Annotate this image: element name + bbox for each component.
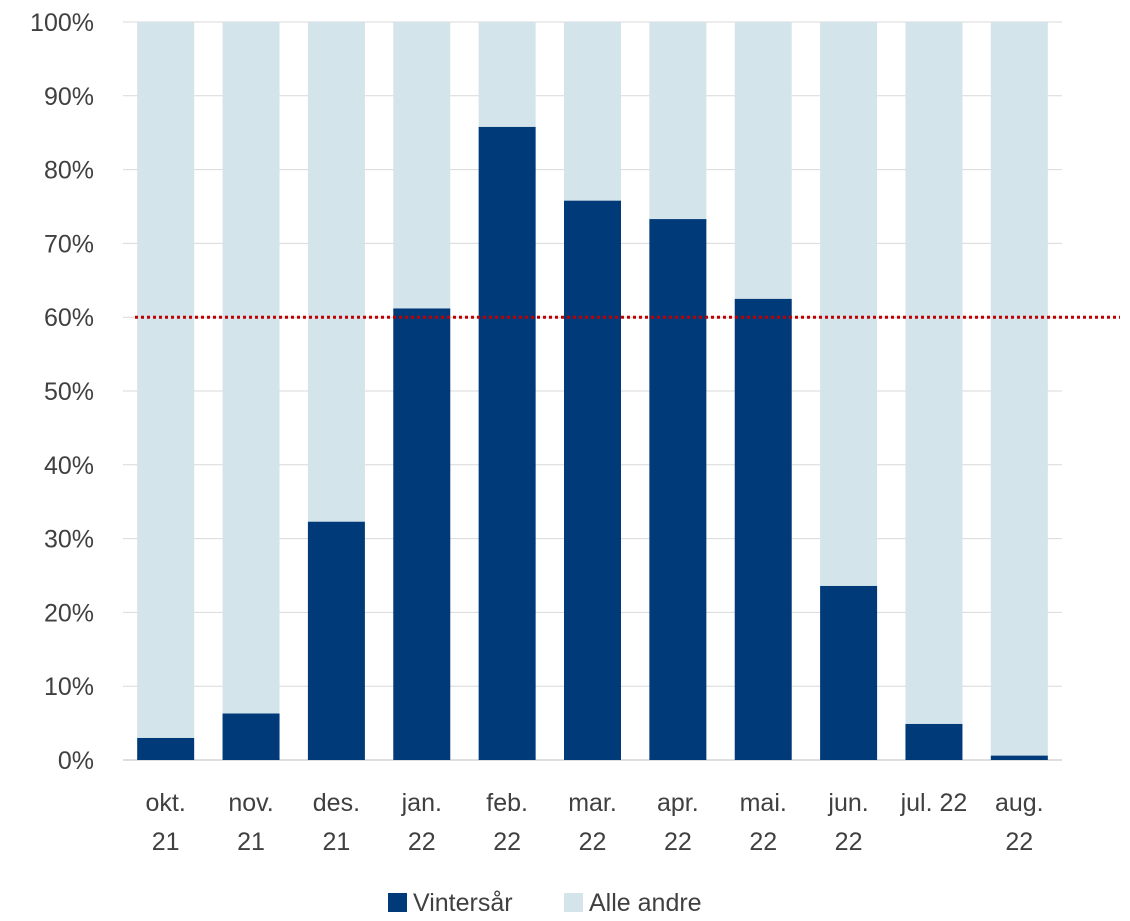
bar-vintersår — [905, 723, 963, 760]
bar-alle-andre — [137, 22, 195, 738]
x-tick-label: des. 21 — [313, 789, 360, 856]
bar-vintersår — [820, 585, 878, 760]
bar-vintersår — [307, 521, 365, 760]
bar-vintersår — [564, 200, 621, 760]
x-tick-label: feb. 22 — [486, 789, 528, 856]
bar-alle-andre — [393, 22, 451, 309]
x-tick-label: okt. 21 — [146, 789, 186, 856]
y-tick-label: 10% — [44, 673, 94, 701]
x-tick-label: jul. 22 — [900, 789, 968, 817]
bar-alle-andre — [820, 22, 878, 586]
bar-alle-andre — [564, 22, 621, 201]
x-axis: okt. 21 nov. 21 des. 21 jan. 22 feb. 22 mar. 22 apr.… — [146, 789, 1044, 856]
y-tick-label: 80% — [44, 157, 94, 185]
bar-alle-andre — [222, 22, 280, 714]
x-tick-label: apr. 22 — [657, 789, 699, 856]
y-tick-label: 50% — [44, 378, 94, 406]
bar-alle-andre — [307, 22, 365, 522]
legend: Vintersår Alle andre — [388, 889, 702, 917]
legend-label: Alle andre — [589, 889, 702, 916]
y-tick-label: 60% — [44, 304, 94, 332]
y-axis: 0% 10% 20% 30% 40% 50% 60% 70% 80% 90% 100% — [30, 9, 94, 775]
y-tick-label: 90% — [44, 83, 94, 111]
x-tick-label: jan. 22 — [401, 789, 442, 856]
x-tick-label: mai. 22 — [740, 789, 787, 856]
x-tick-label: aug. 22 — [995, 789, 1044, 856]
bar-vintersår — [990, 755, 1048, 760]
y-tick-label: 0% — [58, 747, 94, 775]
y-tick-label: 70% — [44, 230, 94, 258]
y-tick-label: 40% — [44, 452, 94, 480]
bar-alle-andre — [905, 22, 963, 724]
legend-swatch — [564, 893, 583, 912]
x-tick-label: jun. 22 — [827, 789, 868, 856]
x-tick-label: nov. 21 — [228, 789, 273, 856]
bar-alle-andre — [478, 22, 536, 127]
x-tick-label: mar. 22 — [568, 789, 617, 856]
bar-alle-andre — [990, 22, 1048, 756]
bar-alle-andre — [734, 22, 792, 299]
bar-vintersår — [734, 298, 792, 760]
y-tick-label: 20% — [44, 599, 94, 627]
bar-vintersår — [222, 713, 280, 760]
y-tick-label: 100% — [30, 9, 94, 37]
bar-vintersår — [393, 308, 451, 760]
bar-vintersår — [478, 126, 536, 760]
y-tick-label: 30% — [44, 526, 94, 554]
legend-label: Vintersår — [413, 889, 513, 916]
bar-vintersår — [649, 219, 707, 760]
bar-vintersår — [137, 737, 195, 760]
bar-alle-andre — [649, 22, 707, 220]
bars — [137, 22, 1048, 760]
legend-swatch — [388, 893, 407, 912]
